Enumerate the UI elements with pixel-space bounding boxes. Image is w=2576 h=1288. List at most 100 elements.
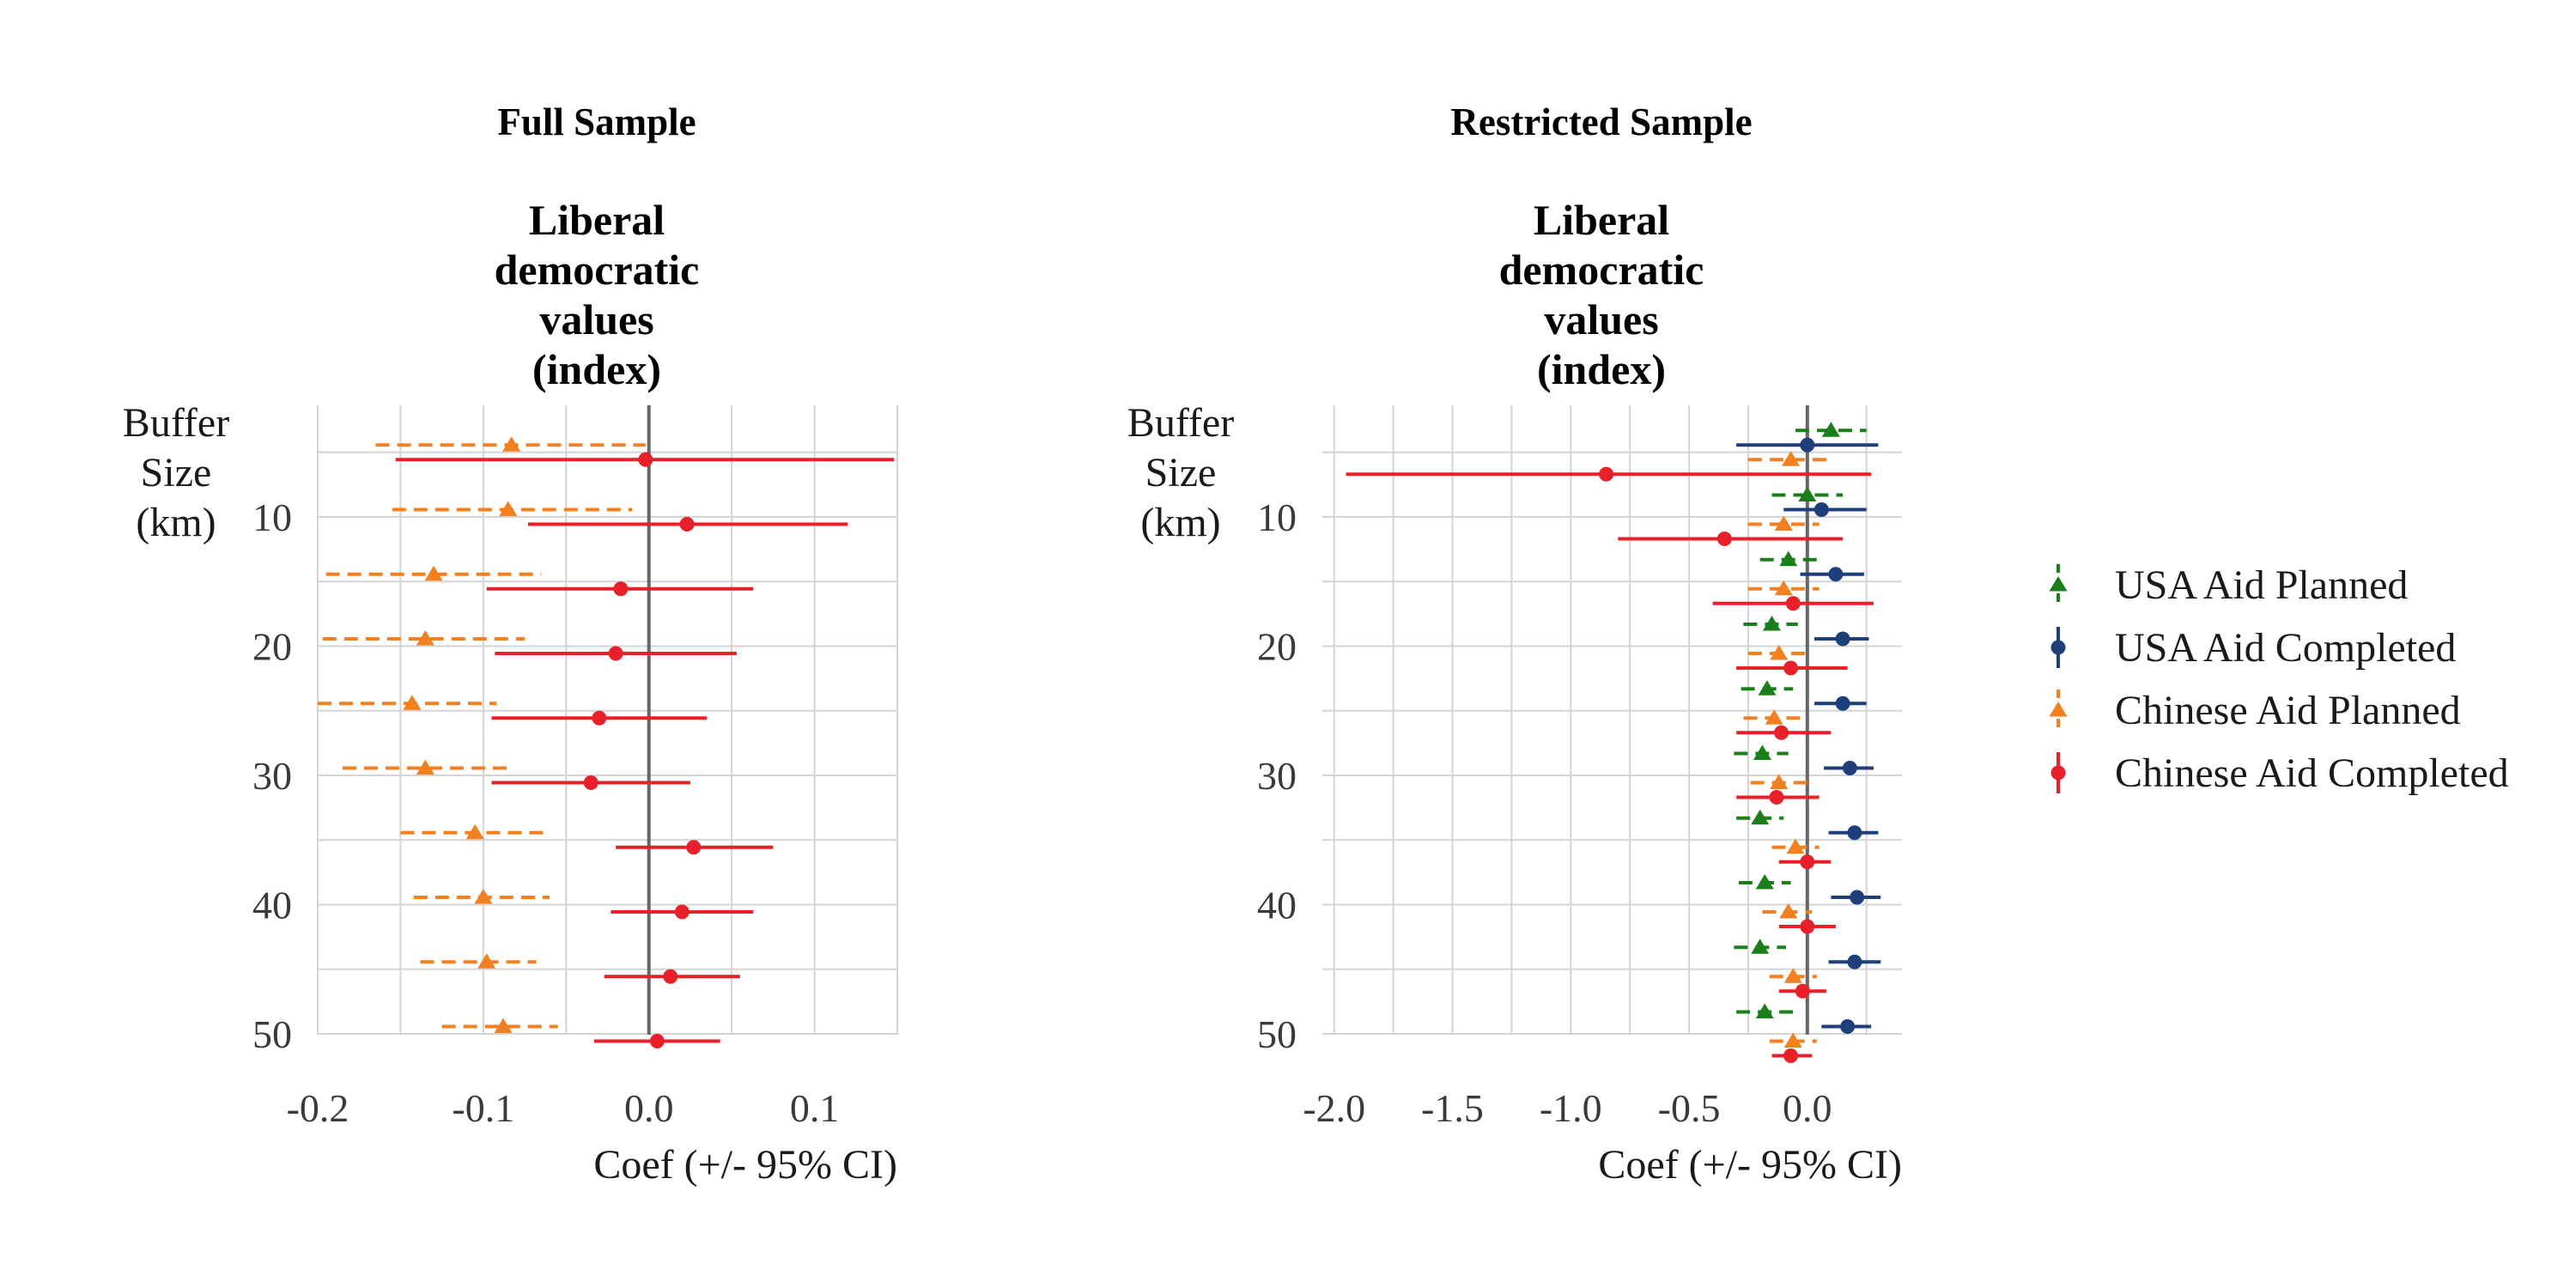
point-estimate-triangle: [499, 501, 518, 516]
point-estimate-triangle: [1783, 1032, 1802, 1048]
outcome-title-line: Liberal: [1534, 196, 1669, 244]
panel-restricted-sample: Restricted Sample Liberaldemocraticvalues…: [1127, 100, 1902, 1188]
series-usa-aid-completed: [1736, 437, 1881, 1034]
legend-key-usa-aid-completed: [2050, 627, 2066, 668]
point-estimate-circle: [1800, 437, 1815, 453]
point-estimate-circle: [1847, 954, 1862, 969]
series-usa-aid-planned: [1734, 422, 1867, 1018]
point-estimate-circle: [674, 904, 690, 920]
point-estimate-triangle: [1758, 680, 1777, 696]
point-estimate-circle: [592, 710, 607, 726]
x-axis-label: Coef (+/- 95% CI): [593, 1142, 897, 1188]
point-estimate-circle: [1785, 596, 1801, 611]
point-estimate-triangle: [1786, 838, 1805, 854]
point-estimate-triangle: [403, 695, 422, 710]
point-estimate-triangle: [1751, 809, 1770, 825]
legend-label: USA Aid Planned: [2115, 562, 2408, 608]
y-axis-label-line: Size: [1145, 450, 1217, 495]
grid: [317, 405, 898, 1035]
point-estimate-triangle: [416, 630, 434, 646]
y-tick-label: 20: [1257, 625, 1297, 669]
panel-full-sample: Full Sample Liberaldemocraticvalues(index…: [123, 100, 898, 1188]
point-estimate-triangle: [1755, 1003, 1774, 1018]
series-chinese-aid-completed: [1346, 466, 1874, 1063]
point-estimate-circle: [679, 517, 695, 532]
point-estimate-circle: [608, 646, 623, 661]
point-estimate-triangle: [1765, 709, 1783, 725]
point-estimate-circle: [1835, 631, 1850, 647]
point-estimate-circle: [1783, 660, 1799, 676]
y-tick-label: 10: [252, 495, 292, 539]
x-tick-label: 0.0: [624, 1086, 674, 1130]
point-estimate-circle: [1835, 696, 1850, 711]
point-estimate-triangle: [1821, 422, 1840, 437]
point-estimate-circle: [1850, 890, 1865, 905]
point-estimate-circle: [1814, 502, 1829, 517]
x-tick-label: 0.1: [790, 1086, 840, 1130]
point-estimate-circle: [1773, 725, 1789, 740]
outcome-title-line: values: [539, 295, 653, 343]
y-axis-label-line: Size: [141, 450, 212, 495]
point-estimate-circle: [1783, 1048, 1799, 1063]
point-estimate-triangle: [494, 1018, 513, 1033]
point-estimate-triangle: [1798, 486, 1817, 501]
y-axis-label-line: Buffer: [1127, 400, 1234, 446]
legend-key-triangle: [2049, 702, 2068, 717]
point-estimate-circle: [1842, 761, 1857, 775]
y-tick-label: 40: [252, 884, 292, 927]
y-tick-label: 40: [1257, 884, 1297, 927]
x-tick-label: -0.5: [1658, 1086, 1721, 1130]
x-tick-label: -1.0: [1540, 1086, 1602, 1130]
point-estimate-triangle: [1751, 939, 1770, 954]
point-estimate-circle: [686, 840, 702, 855]
series-chinese-aid-planned: [318, 436, 646, 1033]
point-estimate-triangle: [416, 759, 434, 775]
point-estimate-circle: [1847, 825, 1862, 841]
point-estimate-circle: [638, 452, 653, 467]
outcome-title-line: values: [1544, 295, 1658, 343]
y-tick-label: 10: [1257, 495, 1297, 539]
point-estimate-triangle: [474, 889, 493, 904]
point-estimate-triangle: [1779, 903, 1798, 919]
x-tick-label: -1.5: [1421, 1086, 1484, 1130]
point-estimate-triangle: [1783, 968, 1802, 983]
point-estimate-triangle: [1753, 744, 1771, 760]
point-estimate-circle: [663, 969, 678, 984]
outcome-title-line: (index): [1537, 345, 1666, 393]
point-estimate-triangle: [1755, 874, 1774, 890]
point-estimate-circle: [1828, 567, 1844, 582]
legend-key-triangle: [2049, 576, 2068, 592]
panel-title: Full Sample: [497, 100, 696, 143]
series-chinese-aid-completed: [395, 452, 895, 1048]
point-estimate-triangle: [1770, 645, 1789, 660]
point-estimate-circle: [1769, 790, 1784, 805]
outcome-title-line: Liberal: [529, 196, 665, 244]
point-estimate-circle: [583, 775, 598, 790]
point-estimate-circle: [1840, 1019, 1856, 1034]
x-tick-label: -2.0: [1303, 1086, 1365, 1130]
point-estimate-circle: [613, 581, 629, 597]
grid: [1322, 405, 1902, 1035]
point-estimate-triangle: [424, 565, 443, 581]
legend-key-circle: [2050, 640, 2066, 655]
x-tick-label: -0.2: [287, 1086, 349, 1130]
y-tick-label: 50: [1257, 1012, 1297, 1056]
outcome-title-line: democratic: [495, 246, 700, 294]
y-tick-label: 20: [252, 625, 292, 669]
point-estimate-triangle: [1774, 580, 1793, 596]
point-estimate-circle: [1800, 854, 1815, 870]
y-tick-label: 30: [252, 754, 292, 798]
point-estimate-circle: [1795, 983, 1810, 999]
y-axis-label-line: (km): [1140, 500, 1220, 545]
series-chinese-aid-planned: [1743, 451, 1832, 1048]
point-estimate-circle: [1599, 466, 1614, 482]
legend: USA Aid Planned USA Aid Completed Chinese …: [2049, 562, 2509, 796]
point-estimate-triangle: [1782, 451, 1801, 466]
point-estimate-triangle: [477, 953, 496, 969]
x-tick-label: 0.0: [1783, 1086, 1832, 1130]
legend-key-chinese-aid-completed: [2050, 752, 2066, 793]
point-estimate-triangle: [1779, 550, 1798, 567]
point-estimate-circle: [649, 1034, 665, 1048]
legend-key-chinese-aid-planned: [2049, 690, 2068, 731]
point-estimate-triangle: [1774, 515, 1793, 531]
